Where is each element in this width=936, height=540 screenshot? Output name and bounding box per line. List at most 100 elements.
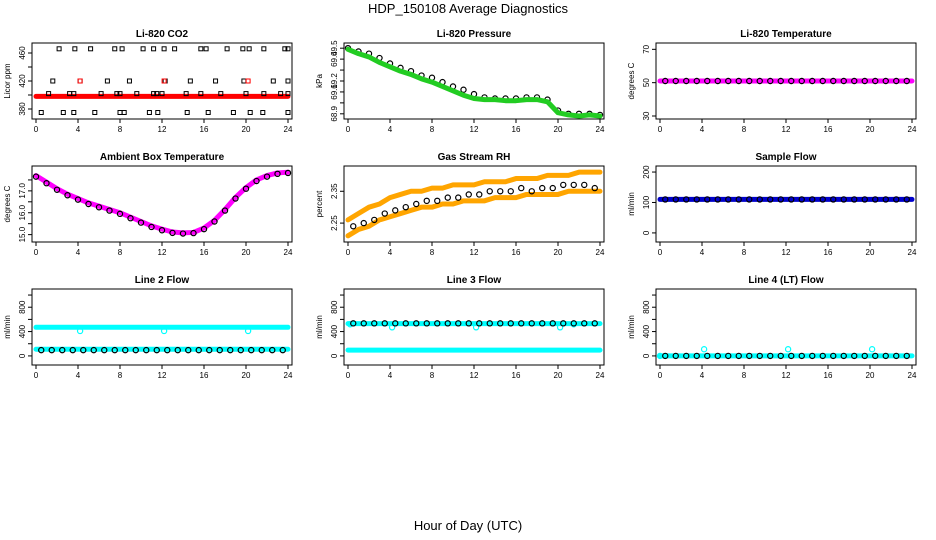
y-tick-label: 69.2 <box>330 73 339 89</box>
data-point <box>528 320 535 327</box>
data-point <box>71 110 77 115</box>
data-point <box>861 196 868 203</box>
data-point <box>260 110 266 115</box>
data-point <box>784 346 792 353</box>
x-tick-label: 0 <box>658 248 663 257</box>
x-tick-label: 12 <box>470 371 479 380</box>
x-tick-label: 16 <box>200 125 209 134</box>
data-point <box>903 352 910 360</box>
data-point <box>56 46 62 52</box>
x-tick-label: 20 <box>866 248 875 257</box>
x-tick-label: 0 <box>658 371 663 380</box>
data-point <box>455 194 462 201</box>
x-tick-label: 20 <box>242 125 251 134</box>
data-point <box>241 78 247 84</box>
data-point <box>704 196 711 203</box>
x-tick-label: 24 <box>908 371 917 380</box>
data-point <box>172 46 178 52</box>
data-point <box>285 78 291 84</box>
x-tick-label: 20 <box>242 371 251 380</box>
panel-y-axis-label: percent <box>315 190 324 217</box>
data-point <box>274 170 281 178</box>
data-point <box>216 346 223 354</box>
data-point <box>767 196 774 203</box>
data-point <box>98 91 104 97</box>
data-point <box>423 197 430 205</box>
panel-y-axis-label: ml/min <box>315 315 324 339</box>
data-point <box>413 200 420 208</box>
data-point <box>185 346 192 354</box>
data-point <box>95 204 103 211</box>
data-point <box>861 77 868 85</box>
y-tick-label: 0 <box>330 353 339 358</box>
data-point <box>48 346 55 354</box>
data-point <box>279 346 286 354</box>
data-point <box>777 77 784 85</box>
data-point <box>460 86 467 93</box>
data-point <box>868 346 876 353</box>
data-point <box>434 197 441 205</box>
data-point <box>104 78 110 84</box>
data-point <box>746 352 753 360</box>
data-point <box>111 346 118 354</box>
data-point <box>284 169 292 177</box>
data-point <box>237 346 244 354</box>
data-point <box>179 230 187 237</box>
y-tick-label: 70 <box>642 44 651 53</box>
data-point <box>693 77 700 85</box>
data-point <box>476 320 483 327</box>
data-point <box>539 184 546 192</box>
data-point <box>258 346 265 354</box>
data-point <box>725 77 732 85</box>
data-point <box>261 91 267 97</box>
data-point <box>549 184 556 192</box>
x-tick-label: 4 <box>700 371 705 380</box>
data-point <box>137 219 145 226</box>
data-point <box>788 196 795 203</box>
panel-series <box>656 346 915 360</box>
x-tick-label: 12 <box>782 125 791 134</box>
data-point <box>245 78 251 84</box>
x-tick-label: 8 <box>118 371 123 380</box>
data-point <box>253 177 260 185</box>
x-tick-label: 4 <box>76 248 81 257</box>
data-point <box>465 191 472 198</box>
y-tick-label: 69.4 <box>330 51 339 67</box>
y-tick-label: 400 <box>642 324 651 338</box>
panel-9: Line 4 (LT) Flow ml/min 0 4 8 12 16 20 24 0 400 800 <box>627 275 917 380</box>
data-point <box>798 196 805 203</box>
panel-series <box>33 324 291 354</box>
y-tick-label: 800 <box>330 300 339 314</box>
x-tick-label: 4 <box>76 125 81 134</box>
x-tick-label: 12 <box>470 248 479 257</box>
x-tick-label: 0 <box>34 371 39 380</box>
data-point <box>278 91 284 97</box>
data-point <box>476 191 483 198</box>
data-point <box>714 196 721 203</box>
data-point <box>92 110 98 115</box>
data-point <box>735 77 742 85</box>
data-point <box>767 77 774 85</box>
panel-1: Li-820 CO2 Licor ppm 0 4 8 12 16 20 24 380 420 460 <box>3 29 293 134</box>
x-tick-label: 16 <box>824 248 833 257</box>
x-tick-label: 24 <box>596 248 605 257</box>
data-point <box>206 346 213 354</box>
data-point <box>200 225 208 233</box>
data-point <box>106 207 113 214</box>
x-tick-label: 8 <box>118 248 123 257</box>
data-point <box>392 320 399 327</box>
x-tick-label: 12 <box>158 125 167 134</box>
data-point <box>211 218 218 225</box>
data-point <box>72 46 78 52</box>
data-point <box>50 78 56 84</box>
data-point <box>539 320 546 327</box>
data-point <box>117 110 123 115</box>
x-tick-label: 20 <box>554 371 563 380</box>
panel-title: Gas Stream RH <box>438 152 511 163</box>
data-point <box>767 352 774 360</box>
data-point <box>248 346 255 354</box>
data-point <box>518 184 525 192</box>
panel-y-axis-label: ml/min <box>627 315 636 339</box>
data-point <box>195 346 202 354</box>
